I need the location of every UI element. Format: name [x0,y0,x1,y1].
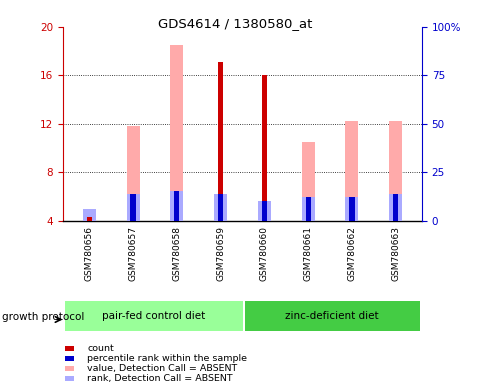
Bar [257,202,271,221]
Bar [305,197,310,221]
Text: percentile rank within the sample: percentile rank within the sample [87,354,247,363]
Bar [126,194,139,221]
Bar [83,209,96,221]
Bar [65,301,242,331]
Bar [261,202,267,221]
Bar [130,194,136,221]
Bar [388,121,401,221]
Bar [348,197,354,221]
Bar [301,197,314,221]
Text: GSM780663: GSM780663 [391,227,399,281]
Bar [244,301,419,331]
Bar [345,121,358,221]
Text: GSM780661: GSM780661 [303,227,312,281]
Bar [126,126,139,221]
Bar [213,194,227,221]
Text: zinc-deficient diet: zinc-deficient diet [285,311,378,321]
Text: GDS4614 / 1380580_at: GDS4614 / 1380580_at [158,17,312,30]
Text: count: count [87,344,114,353]
Text: value, Detection Call = ABSENT: value, Detection Call = ABSENT [87,364,237,373]
Bar [301,142,314,221]
Bar [170,45,183,221]
Bar [261,75,267,221]
Text: pair-fed control diet: pair-fed control diet [102,311,205,321]
Text: GSM780656: GSM780656 [85,227,93,281]
Bar [83,209,96,221]
Bar [174,190,179,221]
Bar [392,194,397,221]
Bar [345,197,358,221]
Text: GSM780658: GSM780658 [172,227,181,281]
Bar [217,194,223,221]
Text: growth protocol: growth protocol [2,312,85,322]
Text: GSM780659: GSM780659 [216,227,225,281]
Bar [388,194,401,221]
Text: GSM780657: GSM780657 [128,227,137,281]
Bar [87,217,92,221]
Text: GSM780660: GSM780660 [259,227,268,281]
Bar [170,190,183,221]
Text: rank, Detection Call = ABSENT: rank, Detection Call = ABSENT [87,374,232,383]
Text: GSM780662: GSM780662 [347,227,356,281]
Bar [217,62,223,221]
